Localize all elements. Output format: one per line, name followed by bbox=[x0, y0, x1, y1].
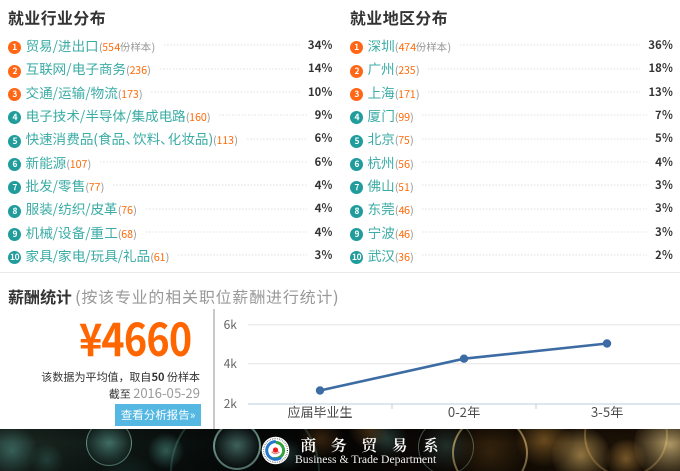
svg-text:4k: 4k bbox=[224, 355, 238, 372]
svg-text:2k: 2k bbox=[224, 395, 238, 412]
svg-text:6k: 6k bbox=[224, 316, 238, 333]
svg-text:3-5年: 3-5年 bbox=[591, 402, 623, 421]
svg-text:应届毕业生: 应届毕业生 bbox=[287, 402, 352, 421]
svg-text:0-2年: 0-2年 bbox=[448, 402, 480, 421]
